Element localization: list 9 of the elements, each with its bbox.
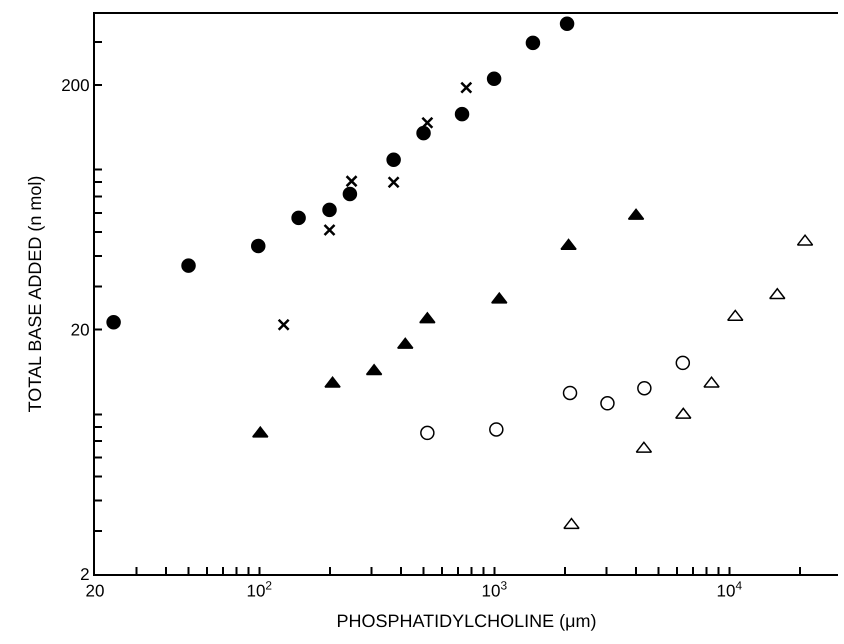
y-axis-title: TOTAL BASE ADDED (n mol) [24, 176, 45, 412]
x-tick-label: 10$^{2}$ [246, 578, 272, 600]
y-tick-label: 20 [70, 320, 90, 340]
x-tick-label: 20 [86, 581, 104, 600]
y-tick-label: 200 [61, 76, 90, 95]
x-tick-label: 10$^{3}$ [482, 578, 508, 600]
x-axis-title: PHOSPHATIDYLCHOLINE (μm) [336, 611, 597, 631]
y-tick-label: 2 [80, 564, 90, 584]
x-tick-label: 10$^{4}$ [716, 578, 742, 600]
